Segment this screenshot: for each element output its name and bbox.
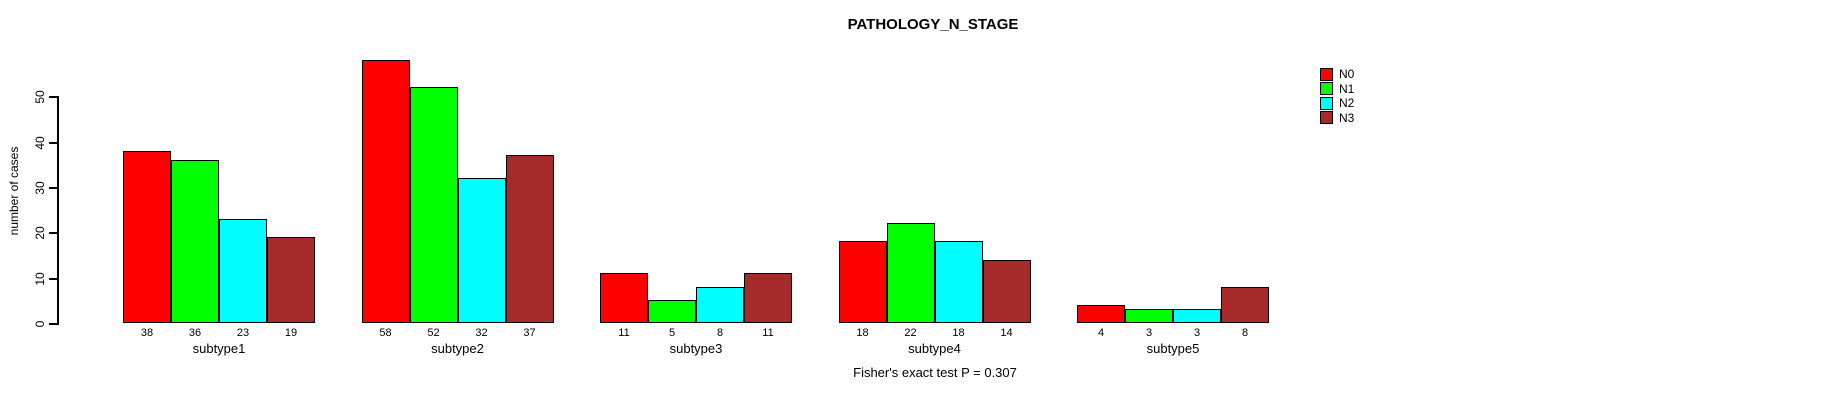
legend-label-N0: N0: [1339, 67, 1355, 81]
y-tick-mark: [49, 323, 57, 325]
bar-value-label: 22: [904, 327, 917, 339]
bar-subtype2-N0: [361, 60, 410, 323]
legend-label-N3: N3: [1339, 110, 1355, 125]
bar-subtype4-N2: [934, 241, 983, 323]
bar-value-label: 58: [379, 327, 392, 339]
y-tick-label: 0: [33, 320, 47, 328]
bar-subtype1-N3: [267, 236, 315, 323]
fisher-test-note: Fisher's exact test P = 0.307: [853, 365, 1017, 380]
y-tick-label: 50: [33, 90, 47, 105]
y-tick-label: 20: [33, 226, 47, 241]
y-tick-label: 10: [33, 271, 47, 286]
bar-value-label: 14: [1000, 327, 1013, 339]
y-tick-label: 40: [33, 136, 47, 150]
bar-value-label: 8: [1241, 327, 1249, 339]
y-tick-label: 30: [33, 181, 47, 195]
y-tick-mark: [49, 187, 57, 190]
bar-subtype1-N0: [123, 150, 171, 323]
legend-item-N0: N0: [1320, 67, 1354, 81]
bar-subtype3-N0: [600, 273, 648, 323]
bar-subtype5-N3: [1221, 286, 1269, 323]
y-tick-mark: [49, 232, 57, 235]
bar-subtype4-N1: [886, 223, 935, 323]
bar-value-label: 4: [1097, 327, 1105, 339]
bar-subtype3-N2: [696, 286, 744, 323]
legend-swatch-N3: [1320, 111, 1333, 124]
y-tick-mark: [49, 96, 57, 99]
bar-subtype2-N1: [409, 87, 458, 323]
legend-swatch-N2: [1320, 96, 1333, 110]
bar-value-label: 38: [140, 327, 154, 339]
bar-value-label: 36: [188, 327, 202, 339]
bar-value-label: 5: [668, 327, 676, 339]
bar-subtype2-N2: [457, 177, 506, 323]
bar-subtype5-N0: [1077, 304, 1125, 323]
legend-item-N2: N2: [1320, 96, 1354, 110]
legend-item-N1: N1: [1320, 82, 1354, 96]
legend-swatch-N0: [1320, 67, 1333, 81]
bar-subtype4-N0: [838, 241, 887, 323]
bar-value-label: 37: [523, 327, 536, 339]
bar-subtype3-N1: [648, 300, 696, 323]
category-label-subtype1: subtype1: [192, 341, 246, 356]
legend-label-N1: N1: [1339, 81, 1355, 96]
bar-value-label: 11: [762, 327, 774, 339]
bar-subtype1-N1: [171, 159, 219, 323]
bar-subtype5-N2: [1173, 309, 1221, 323]
bar-subtype1-N2: [219, 218, 267, 323]
y-tick-mark: [49, 277, 57, 280]
y-tick-mark: [49, 141, 57, 144]
y-axis-label: number of cases: [7, 146, 21, 236]
category-label-subtype5: subtype5: [1146, 341, 1200, 356]
bar-value-label: 3: [1193, 327, 1201, 339]
bar-value-label: 19: [284, 327, 298, 339]
chart-title: PATHOLOGY_N_STAGE: [847, 16, 1019, 33]
bar-value-label: 52: [427, 327, 440, 339]
legend-label-N2: N2: [1339, 96, 1355, 110]
bar-value-label: 8: [716, 327, 724, 339]
legend-swatch-N1: [1320, 82, 1333, 95]
category-label-subtype4: subtype4: [908, 341, 961, 356]
category-label-subtype3: subtype3: [669, 341, 723, 356]
bar-value-label: 23: [236, 327, 250, 339]
legend: N0 N1 N2 N3: [1320, 67, 1354, 125]
bar-subtype4-N3: [982, 259, 1031, 323]
bar-value-label: 18: [856, 327, 869, 339]
bar-value-label: 11: [618, 327, 630, 339]
bar-value-label: 18: [952, 327, 965, 339]
bar-value-label: 32: [475, 327, 488, 339]
bar-subtype5-N1: [1125, 309, 1173, 323]
category-label-subtype2: subtype2: [431, 341, 484, 356]
bar-value-label: 3: [1145, 327, 1153, 339]
bar-subtype2-N3: [505, 155, 554, 323]
y-axis-line: [57, 96, 59, 325]
bar-subtype3-N3: [744, 273, 792, 323]
legend-item-N3: N3: [1320, 111, 1354, 125]
